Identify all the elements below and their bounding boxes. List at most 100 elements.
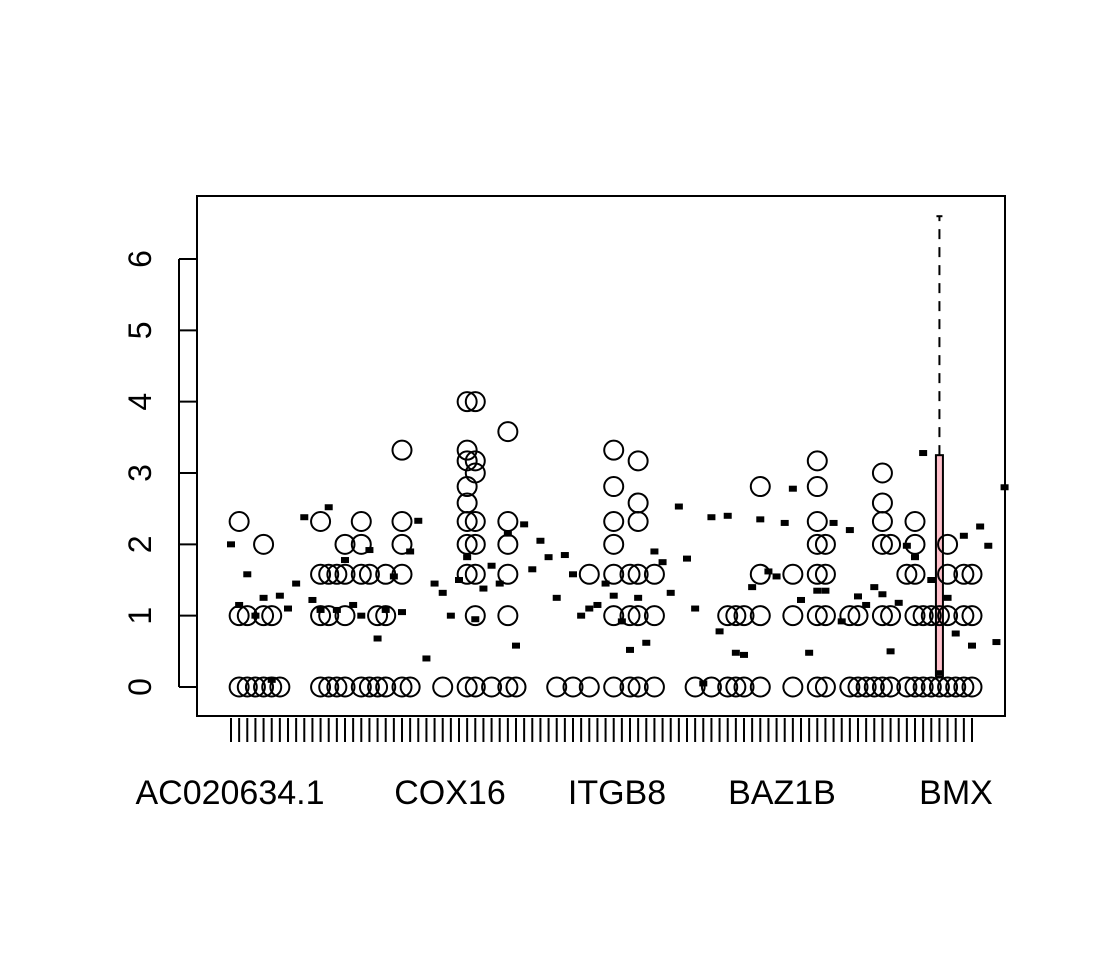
outlier-point bbox=[497, 511, 519, 533]
outlier-point bbox=[326, 676, 348, 698]
outlier-point bbox=[814, 533, 836, 555]
outlier-point bbox=[945, 676, 967, 698]
outlier-point bbox=[627, 450, 649, 472]
outlier-point bbox=[391, 511, 413, 533]
outlier-point bbox=[391, 676, 413, 698]
outlier-point bbox=[456, 563, 478, 585]
outlier-point bbox=[269, 676, 291, 698]
outlier-point bbox=[961, 676, 983, 698]
outlier-point bbox=[497, 605, 519, 627]
outlier-point bbox=[863, 676, 885, 698]
outlier-point bbox=[920, 605, 942, 627]
outlier-point bbox=[350, 676, 372, 698]
outlier-point bbox=[432, 676, 454, 698]
outlier-point bbox=[871, 462, 893, 484]
outlier-point bbox=[619, 676, 641, 698]
outlier-point bbox=[912, 605, 934, 627]
outlier-point bbox=[961, 563, 983, 585]
outlier-point bbox=[228, 605, 250, 627]
outlier-point bbox=[350, 563, 372, 585]
outlier-point bbox=[806, 450, 828, 472]
outlier-point bbox=[350, 511, 372, 533]
outlier-point bbox=[912, 676, 934, 698]
outlier-point bbox=[391, 533, 413, 555]
outlier-point bbox=[399, 676, 421, 698]
outlier-point bbox=[310, 676, 332, 698]
outlier-point bbox=[749, 476, 771, 498]
outlier-point bbox=[627, 563, 649, 585]
x-tick-label: ITGB8 bbox=[568, 774, 666, 812]
outlier-point bbox=[871, 676, 893, 698]
outlier-point bbox=[880, 605, 902, 627]
outlier-point bbox=[464, 605, 486, 627]
outlier-point bbox=[603, 511, 625, 533]
outlier-point bbox=[578, 563, 600, 585]
outlier-point bbox=[733, 605, 755, 627]
outlier-point bbox=[334, 605, 356, 627]
outlier-point bbox=[904, 533, 926, 555]
outlier-point bbox=[847, 605, 869, 627]
outlier-point bbox=[334, 676, 356, 698]
outlier-point bbox=[261, 676, 283, 698]
outlier-point bbox=[725, 676, 747, 698]
outlier-point bbox=[358, 676, 380, 698]
outlier-point bbox=[627, 676, 649, 698]
outlier-point bbox=[253, 533, 275, 555]
outlier-point bbox=[253, 605, 275, 627]
outlier-point bbox=[367, 676, 389, 698]
outlier-point bbox=[684, 676, 706, 698]
outlier-point bbox=[375, 676, 397, 698]
outlier-point bbox=[464, 450, 486, 472]
x-axis: AC020634.1 COX16 ITGB8 BAZ1B BMX bbox=[135, 718, 993, 812]
outlier-point bbox=[603, 476, 625, 498]
outlier-point bbox=[920, 676, 942, 698]
outlier-point bbox=[578, 676, 600, 698]
outlier-point bbox=[782, 676, 804, 698]
outlier-point bbox=[904, 676, 926, 698]
outlier-point bbox=[725, 605, 747, 627]
outlier-point bbox=[310, 511, 332, 533]
outlier-point bbox=[733, 676, 755, 698]
y-tick-label: 3 bbox=[122, 464, 158, 482]
y-tick-label: 6 bbox=[122, 250, 158, 268]
outlier-point bbox=[497, 676, 519, 698]
y-tick-label: 0 bbox=[122, 678, 158, 696]
outlier-point bbox=[839, 605, 861, 627]
outlier-point bbox=[871, 605, 893, 627]
outlier-point bbox=[806, 605, 828, 627]
outlier-point bbox=[603, 563, 625, 585]
outlier-point bbox=[310, 605, 332, 627]
outlier-point bbox=[391, 439, 413, 461]
outlier-point bbox=[603, 533, 625, 555]
outlier-point bbox=[871, 533, 893, 555]
outlier-point bbox=[928, 676, 950, 698]
outlier-point bbox=[782, 563, 804, 585]
outlier-point bbox=[619, 563, 641, 585]
outlier-point bbox=[318, 563, 340, 585]
outlier-point bbox=[717, 676, 739, 698]
outlier-point bbox=[896, 563, 918, 585]
outlier-point bbox=[937, 533, 959, 555]
outlier-point bbox=[456, 391, 478, 413]
y-tick-label: 5 bbox=[122, 321, 158, 339]
outlier-point bbox=[814, 563, 836, 585]
y-tick-label: 4 bbox=[122, 393, 158, 411]
outlier-point bbox=[236, 676, 258, 698]
x-tick-label: AC020634.1 bbox=[135, 774, 324, 812]
outlier-point bbox=[603, 605, 625, 627]
x-tick-label: COX16 bbox=[394, 774, 506, 812]
outlier-point bbox=[904, 511, 926, 533]
outlier-point bbox=[904, 605, 926, 627]
outlier-point bbox=[896, 676, 918, 698]
outlier-point bbox=[497, 421, 519, 443]
outlier-point bbox=[375, 563, 397, 585]
outlier-point bbox=[871, 492, 893, 514]
outlier-point bbox=[253, 676, 275, 698]
outlier-point bbox=[562, 676, 584, 698]
outlier-point bbox=[814, 605, 836, 627]
outlier-point bbox=[228, 676, 250, 698]
outlier-point bbox=[456, 511, 478, 533]
outlier-point bbox=[937, 676, 959, 698]
outlier-point bbox=[310, 563, 332, 585]
outlier-point bbox=[334, 533, 356, 555]
